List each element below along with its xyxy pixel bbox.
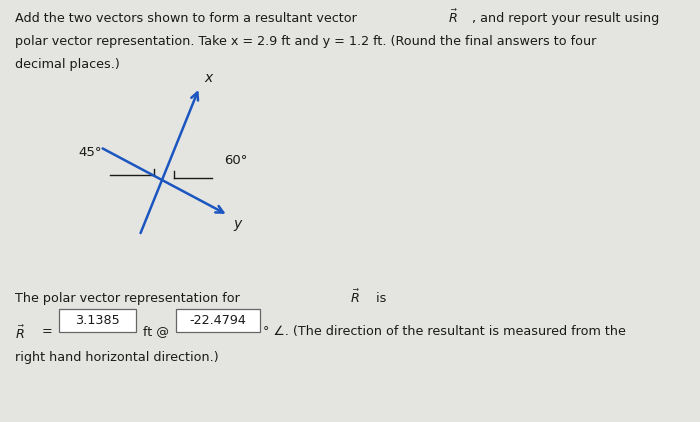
Text: 3.1385: 3.1385 — [75, 314, 120, 327]
Text: decimal places.): decimal places.) — [15, 58, 120, 71]
Text: -22.4794: -22.4794 — [190, 314, 246, 327]
FancyBboxPatch shape — [59, 309, 136, 332]
Text: 60°: 60° — [224, 154, 247, 167]
Text: Add the two vectors shown to form a resultant vector: Add the two vectors shown to form a resu… — [15, 12, 361, 25]
Text: $\vec{R}$: $\vec{R}$ — [15, 325, 25, 342]
Text: x: x — [204, 71, 213, 85]
Text: y: y — [233, 217, 242, 231]
Text: ° ∠. (The direction of the resultant is measured from the: ° ∠. (The direction of the resultant is … — [263, 325, 626, 338]
Text: The polar vector representation for: The polar vector representation for — [15, 292, 244, 305]
Text: $\vec{R}$: $\vec{R}$ — [448, 9, 458, 26]
FancyBboxPatch shape — [176, 309, 260, 332]
Text: right hand horizontal direction.): right hand horizontal direction.) — [15, 351, 218, 364]
Text: $\vec{R}$: $\vec{R}$ — [350, 289, 360, 306]
Text: , and report your result using: , and report your result using — [472, 12, 659, 25]
Text: ft @: ft @ — [139, 325, 169, 338]
Text: =: = — [42, 325, 52, 338]
Text: is: is — [372, 292, 386, 305]
Text: 45°: 45° — [78, 146, 102, 159]
Text: polar vector representation. Take x = 2.9 ft and y = 1.2 ft. (Round the final an: polar vector representation. Take x = 2.… — [15, 35, 596, 48]
